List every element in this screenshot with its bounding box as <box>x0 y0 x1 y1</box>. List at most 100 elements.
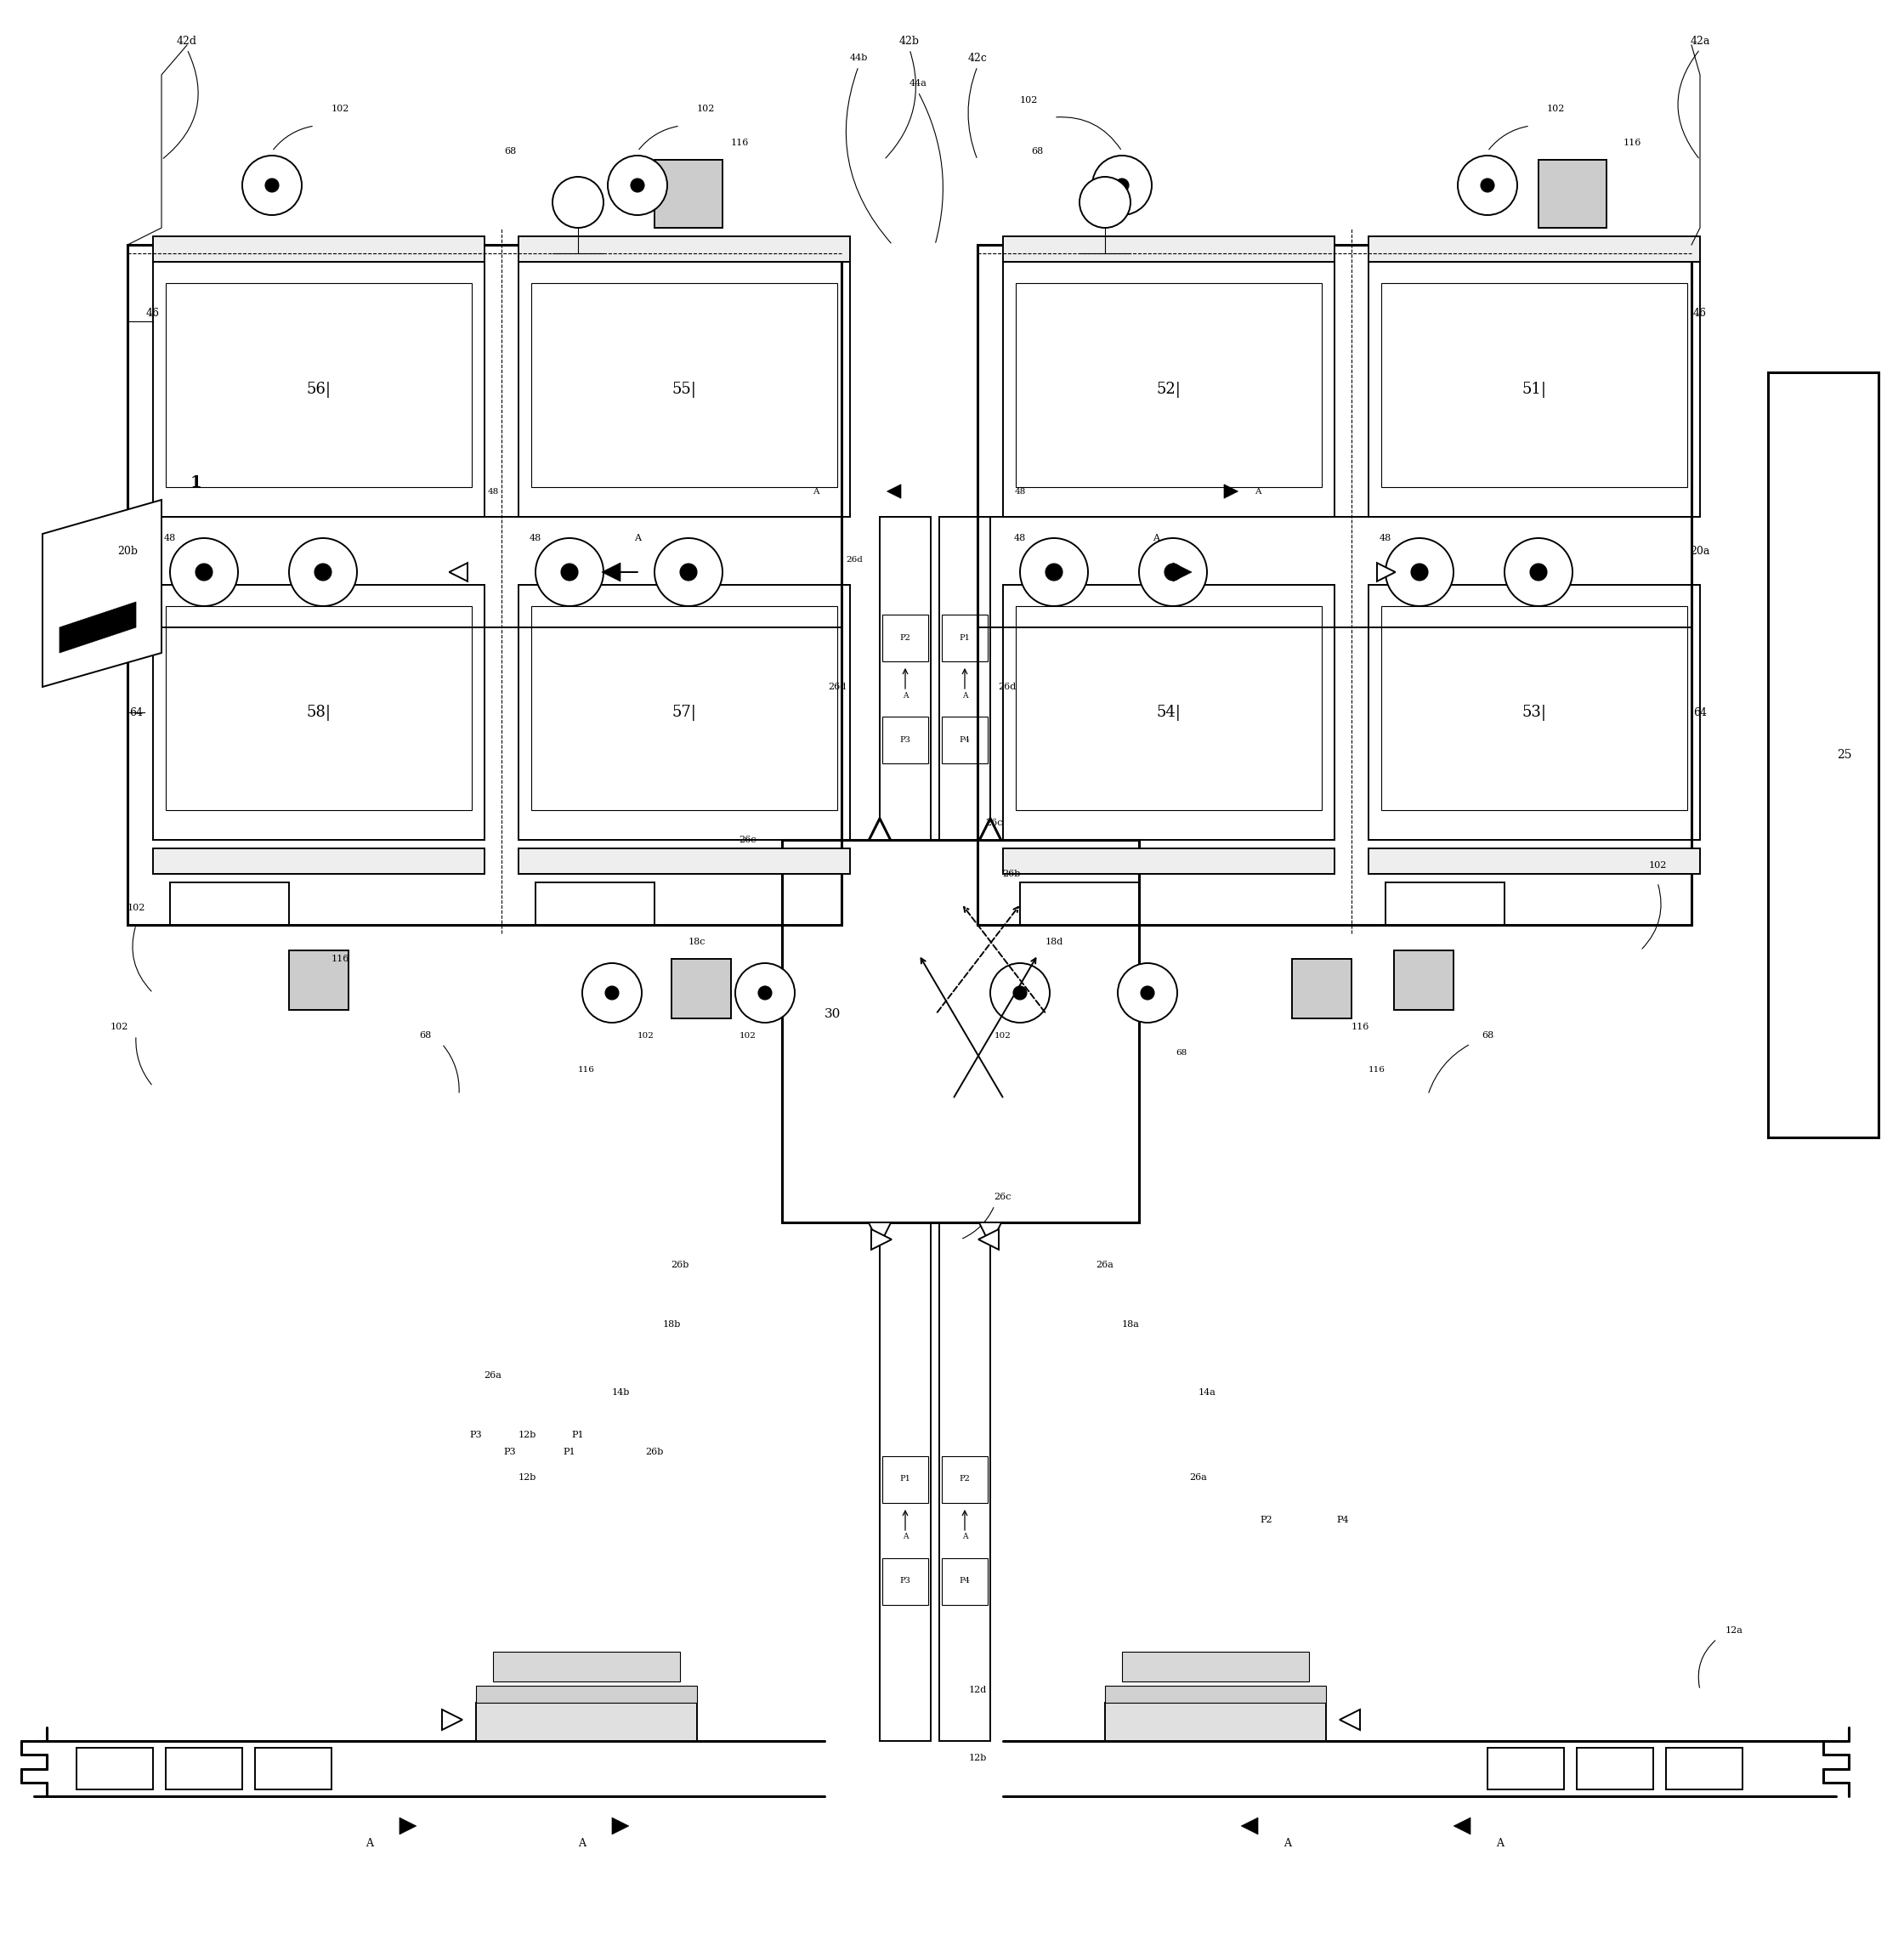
Circle shape <box>1386 539 1453 607</box>
Bar <box>880 517 931 840</box>
Text: 26a: 26a <box>484 1371 503 1379</box>
Polygon shape <box>1453 1817 1470 1834</box>
Bar <box>152 585 484 840</box>
Bar <box>1369 585 1700 840</box>
Text: 26b: 26b <box>645 1447 664 1457</box>
Text: 25: 25 <box>1837 749 1853 760</box>
Text: 102: 102 <box>994 1031 1011 1039</box>
Bar <box>783 840 1139 1221</box>
Bar <box>128 245 842 926</box>
Text: A: A <box>1255 488 1260 496</box>
Text: P1: P1 <box>901 1476 910 1482</box>
Bar <box>1487 1749 1563 1789</box>
Text: 48: 48 <box>164 533 175 543</box>
Text: P2: P2 <box>1260 1515 1272 1525</box>
Text: 102: 102 <box>739 1031 756 1039</box>
Bar <box>152 263 484 517</box>
Circle shape <box>1116 179 1129 193</box>
Bar <box>1003 237 1335 263</box>
Text: 12b: 12b <box>969 1754 986 1762</box>
Text: 18b: 18b <box>663 1321 680 1328</box>
Circle shape <box>1165 564 1182 582</box>
Text: 102: 102 <box>128 904 145 912</box>
Circle shape <box>314 564 331 582</box>
Text: 30: 30 <box>824 1008 842 1019</box>
Text: A: A <box>962 692 967 698</box>
Bar <box>518 848 849 873</box>
Circle shape <box>552 177 604 228</box>
Text: 42a: 42a <box>1691 35 1710 47</box>
Bar <box>655 159 722 228</box>
Circle shape <box>1481 179 1495 193</box>
Text: 18c: 18c <box>687 937 706 945</box>
Bar <box>1293 959 1352 1019</box>
Polygon shape <box>442 1710 463 1729</box>
Text: 48: 48 <box>487 488 499 496</box>
Text: 26d: 26d <box>998 683 1017 690</box>
Circle shape <box>1118 963 1177 1023</box>
Text: 68: 68 <box>1177 1048 1186 1056</box>
Bar <box>942 1558 988 1605</box>
Text: 116: 116 <box>331 955 348 963</box>
Text: 26c: 26c <box>994 1192 1011 1202</box>
Text: 42b: 42b <box>899 35 920 47</box>
Text: 12a: 12a <box>1725 1626 1742 1634</box>
Text: 102: 102 <box>638 1031 655 1039</box>
Polygon shape <box>1340 1710 1359 1729</box>
Bar <box>977 245 1691 926</box>
Text: 68: 68 <box>1481 1031 1493 1041</box>
Text: 116: 116 <box>1352 1023 1369 1031</box>
Text: A: A <box>1283 1838 1291 1848</box>
Text: 26b: 26b <box>670 1260 689 1270</box>
Text: P3: P3 <box>901 1577 910 1585</box>
Text: 68: 68 <box>505 148 516 156</box>
Circle shape <box>1045 564 1062 582</box>
Circle shape <box>1504 539 1573 607</box>
Bar <box>882 716 927 762</box>
Bar <box>166 284 472 486</box>
Bar <box>255 1749 331 1789</box>
Bar <box>1380 607 1687 811</box>
Text: 18d: 18d <box>1045 937 1062 945</box>
Circle shape <box>562 564 579 582</box>
Text: 12b: 12b <box>518 1432 537 1439</box>
Text: 20b: 20b <box>118 545 137 556</box>
Text: 58|: 58| <box>307 704 331 720</box>
Text: A: A <box>902 1533 908 1540</box>
Bar <box>880 1221 931 1741</box>
Text: 26b: 26b <box>1002 869 1021 877</box>
Circle shape <box>990 963 1049 1023</box>
Text: 54|: 54| <box>1156 704 1180 720</box>
Circle shape <box>1411 564 1428 582</box>
Bar <box>882 1457 927 1503</box>
Text: P1: P1 <box>564 1447 575 1457</box>
Text: 116: 116 <box>1369 1066 1386 1074</box>
Bar <box>1577 1749 1653 1789</box>
Bar <box>1666 1749 1742 1789</box>
Bar <box>1021 883 1139 926</box>
Bar <box>76 1749 152 1789</box>
Text: 102: 102 <box>331 105 348 113</box>
Text: 26a: 26a <box>1190 1472 1207 1482</box>
Bar <box>1386 883 1504 926</box>
Text: 57|: 57| <box>672 704 697 720</box>
Circle shape <box>605 986 619 1000</box>
Bar <box>1380 284 1687 486</box>
Circle shape <box>535 539 604 607</box>
Circle shape <box>242 156 301 216</box>
Text: 68: 68 <box>1030 148 1043 156</box>
Circle shape <box>680 564 697 582</box>
Polygon shape <box>870 819 889 840</box>
Text: 48: 48 <box>529 533 541 543</box>
Text: A: A <box>366 1838 373 1848</box>
Bar <box>1769 371 1879 1138</box>
Circle shape <box>1013 986 1026 1000</box>
Text: A: A <box>579 1838 586 1848</box>
Polygon shape <box>59 601 135 654</box>
Bar <box>535 883 655 926</box>
Text: P3: P3 <box>470 1432 482 1439</box>
Text: 102: 102 <box>110 1023 128 1031</box>
Polygon shape <box>449 562 468 582</box>
Circle shape <box>169 539 238 607</box>
Text: P1: P1 <box>571 1432 585 1439</box>
